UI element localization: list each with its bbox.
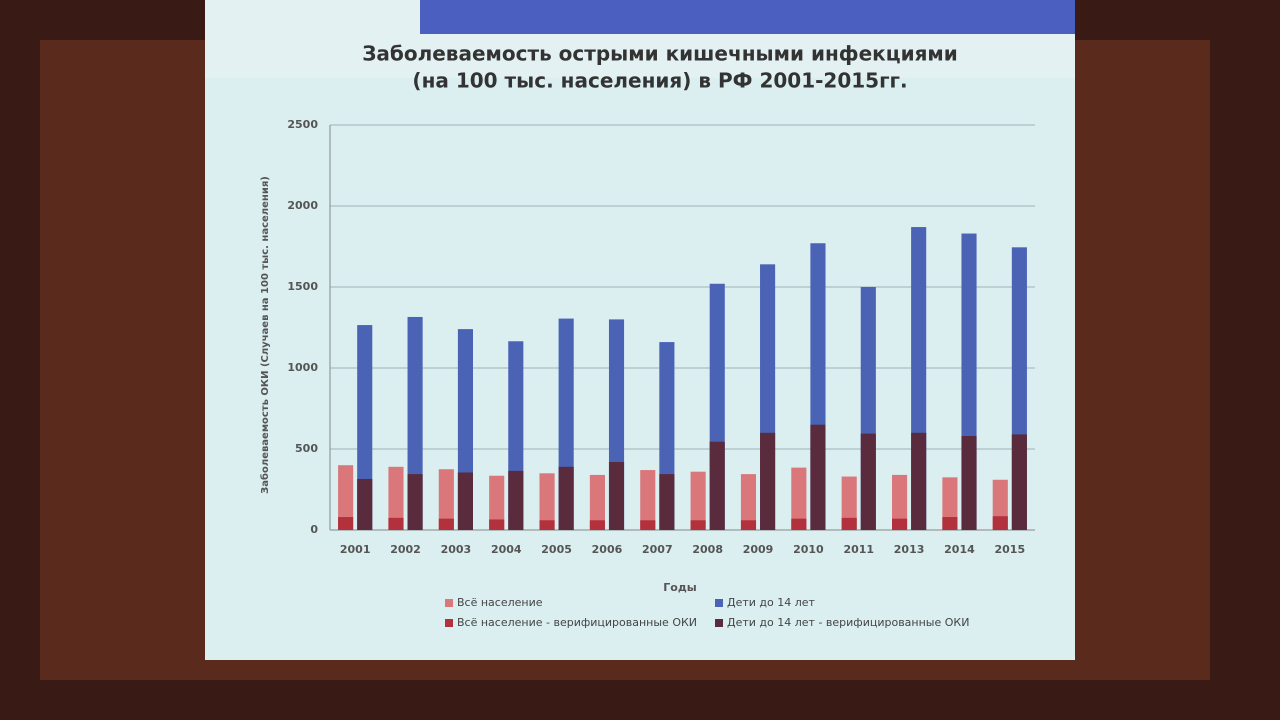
legend-swatch xyxy=(715,619,723,627)
legend-swatch xyxy=(715,599,723,607)
bar xyxy=(690,520,706,530)
bar xyxy=(892,518,908,530)
bar xyxy=(489,519,505,530)
legend-label: Дети до 14 лет xyxy=(727,596,816,609)
chart-title: Заболеваемость острыми кишечными инфекци… xyxy=(362,42,958,66)
x-tick-label: 2011 xyxy=(843,543,874,556)
x-tick-label: 2015 xyxy=(995,543,1026,556)
bar xyxy=(791,518,807,530)
bar xyxy=(942,517,958,530)
bar xyxy=(357,478,373,530)
x-tick-label: 2013 xyxy=(894,543,925,556)
bar xyxy=(860,433,876,530)
x-tick-label: 2005 xyxy=(541,543,572,556)
x-tick-label: 2002 xyxy=(390,543,421,556)
bar xyxy=(709,441,725,530)
bar xyxy=(589,474,605,530)
bar xyxy=(791,467,807,530)
legend-label: Всё население - верифицированные ОКИ xyxy=(457,616,697,629)
bar xyxy=(438,469,454,530)
bar xyxy=(690,471,706,530)
legend-label: Всё население xyxy=(457,596,543,609)
bar xyxy=(388,466,404,530)
bar xyxy=(810,424,826,530)
bar xyxy=(608,461,625,530)
bar xyxy=(961,436,977,530)
x-tick-label: 2014 xyxy=(944,543,975,556)
bar xyxy=(489,475,505,530)
x-tick-label: 2004 xyxy=(491,543,522,556)
x-tick-label: 2006 xyxy=(592,543,623,556)
y-tick-label: 0 xyxy=(310,523,318,536)
legend-swatch xyxy=(445,599,453,607)
bar xyxy=(539,520,555,530)
chart-subtitle: (на 100 тыс. населения) в РФ 2001-2015гг… xyxy=(412,69,907,93)
x-axis-label: Годы xyxy=(663,581,696,594)
bar xyxy=(640,520,656,530)
legend-swatch xyxy=(445,619,453,627)
y-axis-label: Заболеваемость ОКИ (Случаев на 100 тыс. … xyxy=(259,176,271,494)
bar xyxy=(760,432,776,530)
bar xyxy=(589,520,605,530)
y-tick-label: 1500 xyxy=(287,280,318,293)
bar xyxy=(841,476,857,530)
x-tick-label: 2007 xyxy=(642,543,673,556)
x-tick-label: 2003 xyxy=(441,543,472,556)
slide-band xyxy=(420,0,1075,34)
bar xyxy=(1011,434,1027,530)
slide xyxy=(205,0,1075,660)
x-tick-label: 2009 xyxy=(743,543,774,556)
bar xyxy=(640,470,656,530)
bar xyxy=(457,472,473,530)
bar xyxy=(357,325,373,530)
bar xyxy=(438,518,454,530)
bar xyxy=(558,466,574,530)
bar xyxy=(338,465,354,530)
bar xyxy=(508,470,524,530)
x-tick-label: 2008 xyxy=(692,543,723,556)
y-tick-label: 2000 xyxy=(287,199,318,212)
bar xyxy=(659,474,675,530)
bar xyxy=(992,516,1008,530)
bar xyxy=(388,517,404,530)
y-tick-label: 2500 xyxy=(287,118,318,131)
bar xyxy=(892,474,908,530)
legend-label: Дети до 14 лет - верифицированные ОКИ xyxy=(727,616,969,629)
y-tick-label: 500 xyxy=(295,442,318,455)
bar xyxy=(539,473,555,530)
bar xyxy=(942,477,958,530)
bar xyxy=(338,517,354,530)
x-tick-label: 2001 xyxy=(340,543,371,556)
bar xyxy=(740,520,757,530)
bar xyxy=(841,517,857,530)
bar xyxy=(740,474,757,530)
bar xyxy=(911,432,927,530)
y-tick-label: 1000 xyxy=(287,361,318,374)
bar xyxy=(407,474,423,530)
x-tick-label: 2010 xyxy=(793,543,824,556)
